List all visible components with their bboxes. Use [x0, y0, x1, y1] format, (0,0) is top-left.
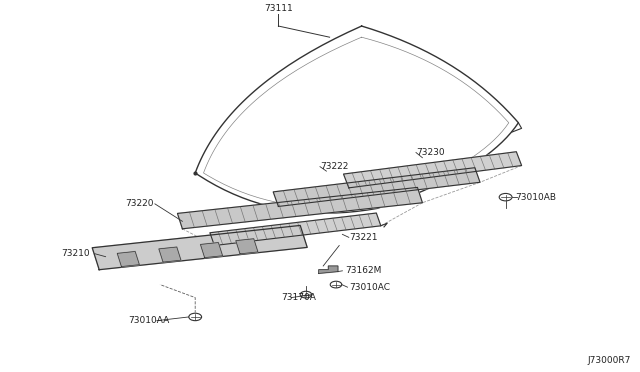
Polygon shape [177, 187, 422, 229]
Polygon shape [200, 243, 223, 257]
Polygon shape [92, 225, 307, 270]
Polygon shape [210, 213, 381, 246]
Text: 73220: 73220 [125, 199, 154, 208]
Text: 73230: 73230 [416, 148, 445, 157]
Text: 73010AA: 73010AA [128, 316, 169, 325]
Text: 73170A: 73170A [282, 293, 316, 302]
Text: 73111: 73111 [264, 4, 292, 13]
Polygon shape [319, 266, 338, 273]
Text: J73000R7: J73000R7 [587, 356, 630, 365]
Polygon shape [159, 247, 181, 262]
Circle shape [300, 291, 312, 298]
Circle shape [189, 313, 202, 321]
Polygon shape [195, 26, 518, 213]
Circle shape [330, 281, 342, 288]
Polygon shape [273, 168, 480, 206]
Text: 73221: 73221 [349, 233, 378, 242]
Polygon shape [344, 152, 522, 188]
Circle shape [499, 193, 512, 201]
Polygon shape [117, 251, 140, 266]
Text: 73162M: 73162M [346, 266, 382, 275]
Text: 73010AC: 73010AC [349, 283, 390, 292]
Polygon shape [236, 239, 258, 254]
Text: 73210: 73210 [61, 249, 90, 258]
Text: 73222: 73222 [320, 162, 348, 171]
Text: 73010AB: 73010AB [515, 193, 556, 202]
